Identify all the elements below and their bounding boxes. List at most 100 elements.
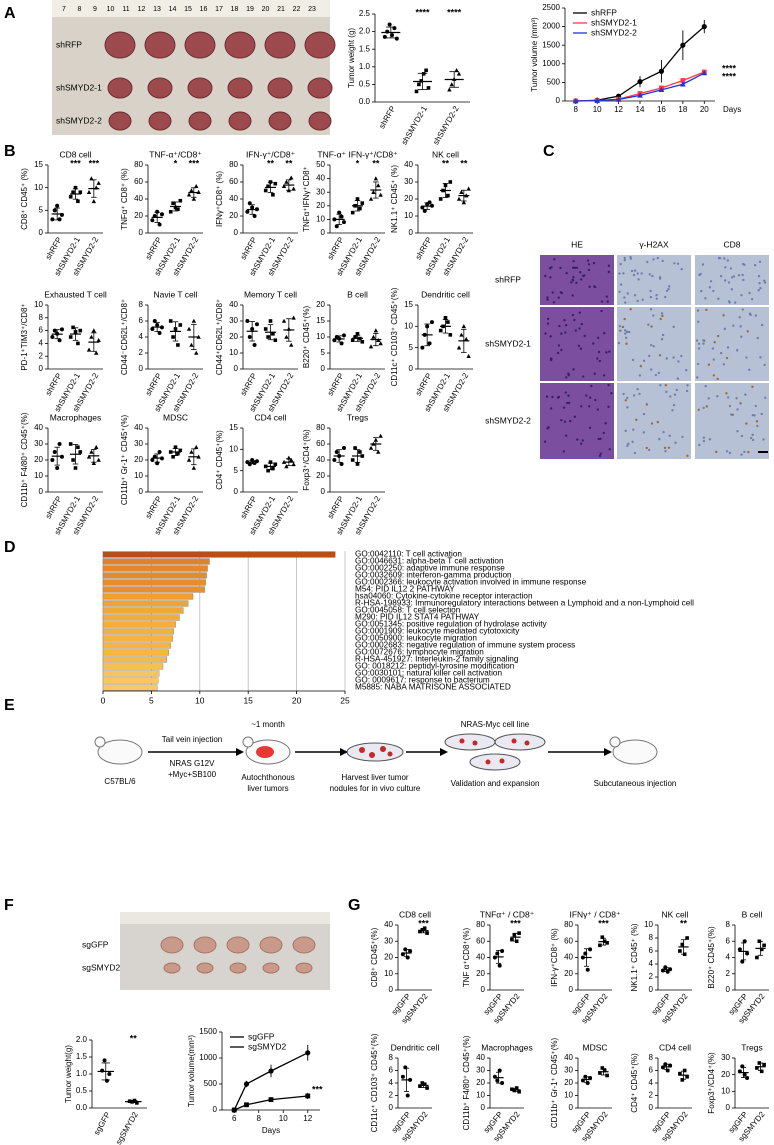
cell <box>723 327 727 331</box>
y-tick-label: 8 <box>139 300 144 309</box>
cell <box>546 322 550 325</box>
data-point <box>263 327 268 331</box>
significance: ** <box>460 158 468 168</box>
tumor <box>292 936 316 954</box>
cell <box>551 395 554 399</box>
cell <box>656 256 660 260</box>
panel-label: A <box>4 5 16 22</box>
bar <box>102 607 184 614</box>
data-point <box>332 458 337 462</box>
cell <box>571 266 575 269</box>
cell <box>742 278 745 282</box>
cell <box>741 273 744 277</box>
y-tick-label: 15 <box>316 316 325 325</box>
data-point <box>78 328 83 333</box>
y-tick-label: 40 <box>564 1053 573 1062</box>
category-label: GO: 0018212: peptidyl-tyrosine modificat… <box>355 662 515 671</box>
cell <box>665 390 668 394</box>
cell <box>751 413 755 417</box>
y-tick-label: 4 <box>726 953 731 962</box>
data-point <box>373 176 379 181</box>
cell <box>624 336 628 340</box>
ruler-number: 21 <box>277 6 285 13</box>
data-point <box>168 209 173 214</box>
data-point <box>252 214 257 218</box>
data-point <box>89 334 94 339</box>
data-point <box>96 180 101 185</box>
cell <box>631 440 634 443</box>
tumor <box>267 77 293 99</box>
y-axis-label: Tumor weight(g) <box>64 1045 73 1103</box>
cell <box>669 395 672 398</box>
y-tick-label: 0 <box>481 985 486 994</box>
data-point <box>456 345 462 350</box>
tumor <box>196 962 214 974</box>
cell <box>702 439 706 443</box>
cell <box>658 437 661 441</box>
x-tick-label: 12 <box>303 1114 312 1123</box>
cell <box>599 437 602 440</box>
y-tick-label: 500 <box>547 78 561 87</box>
y-tick-label: 10 <box>476 1091 485 1100</box>
y-tick-label: 10 <box>564 1091 573 1100</box>
cell <box>648 354 651 358</box>
ruler-number: 9 <box>93 6 97 13</box>
cell <box>608 350 611 353</box>
cell <box>649 295 653 299</box>
data-point <box>334 224 339 229</box>
legend-label: sgSMYD2 <box>248 1041 287 1051</box>
cell <box>754 404 757 408</box>
y-tick-label: 80 <box>564 920 573 929</box>
cell <box>758 260 762 264</box>
cell <box>664 384 668 387</box>
chart-title: Navie T cell <box>153 289 197 299</box>
cell <box>728 404 732 408</box>
y-tick-label: 20 <box>476 969 485 978</box>
cell <box>557 395 561 399</box>
bar <box>102 677 159 684</box>
y-tick-label: 2500 <box>542 3 560 12</box>
cell <box>729 267 733 270</box>
tumor <box>193 936 217 954</box>
y-tick-label: 2 <box>389 1091 394 1100</box>
data-point <box>341 333 346 338</box>
cell <box>750 297 754 301</box>
data-point <box>194 444 199 449</box>
data-point <box>355 462 360 466</box>
data-point <box>150 327 155 331</box>
data-point <box>429 320 434 325</box>
cell <box>619 283 623 286</box>
data-point <box>173 445 178 449</box>
y-tick-label: 40 <box>316 174 325 183</box>
y-axis-label: CD11c⁺ CD103⁺ CD45⁺(%) <box>370 1033 379 1132</box>
category-label: GO:0002250: adaptive immune response <box>355 564 505 573</box>
y-tick-label: 6 <box>649 946 654 955</box>
cell <box>577 344 581 348</box>
significance: *** <box>70 158 81 168</box>
cell <box>745 422 748 425</box>
data-point <box>266 184 270 189</box>
cell <box>556 351 560 355</box>
cell <box>627 442 630 445</box>
cell <box>632 394 636 397</box>
cell <box>686 454 689 458</box>
cell <box>748 368 751 372</box>
data-point <box>291 186 296 191</box>
cell <box>580 322 584 326</box>
chart-title: B cell <box>742 909 763 919</box>
cell <box>624 332 627 335</box>
y-tick-label: 30 <box>404 177 413 186</box>
data-point <box>271 466 275 471</box>
data-point <box>378 192 383 197</box>
category-label: R-HSA-198933: Immunoregulatory interacti… <box>355 599 694 608</box>
tumor <box>259 936 283 954</box>
tumor <box>308 111 332 131</box>
cell <box>564 331 567 334</box>
cell <box>618 290 621 293</box>
cell <box>708 438 712 441</box>
y-tick-label: 4 <box>389 1078 394 1087</box>
cell <box>747 450 750 454</box>
data-point <box>456 71 462 76</box>
cell <box>662 430 665 434</box>
cell <box>622 272 625 275</box>
